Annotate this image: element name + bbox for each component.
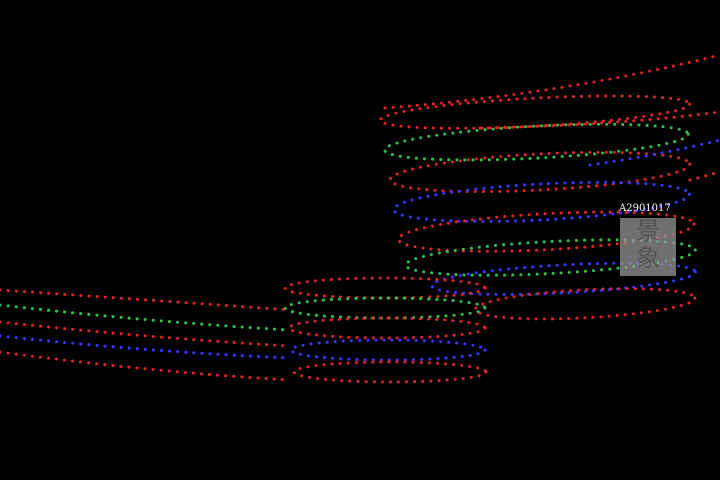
upper-spiral [378,94,697,321]
trail [0,288,292,312]
trail [283,296,487,320]
watermark-char: 象 [636,244,660,272]
trail [0,320,292,348]
trail [478,110,720,130]
trail [588,138,720,167]
trail [404,238,697,277]
watermark: 景 象 [620,218,676,276]
watermark-char: 景 [636,217,660,245]
trail [287,316,487,340]
trail [292,360,488,384]
trail [388,150,692,194]
trail [430,261,697,296]
trail [688,170,720,182]
trail [473,287,697,321]
trail [289,338,487,362]
trail [383,53,720,110]
trail [0,334,292,360]
trail [378,94,692,130]
trail [392,180,691,223]
image-id: A2901017 [619,203,671,214]
trail [283,276,487,300]
trail [0,303,292,332]
lower-spiral [283,276,488,384]
trail [396,210,696,253]
trail [383,122,690,162]
trail [0,350,292,382]
